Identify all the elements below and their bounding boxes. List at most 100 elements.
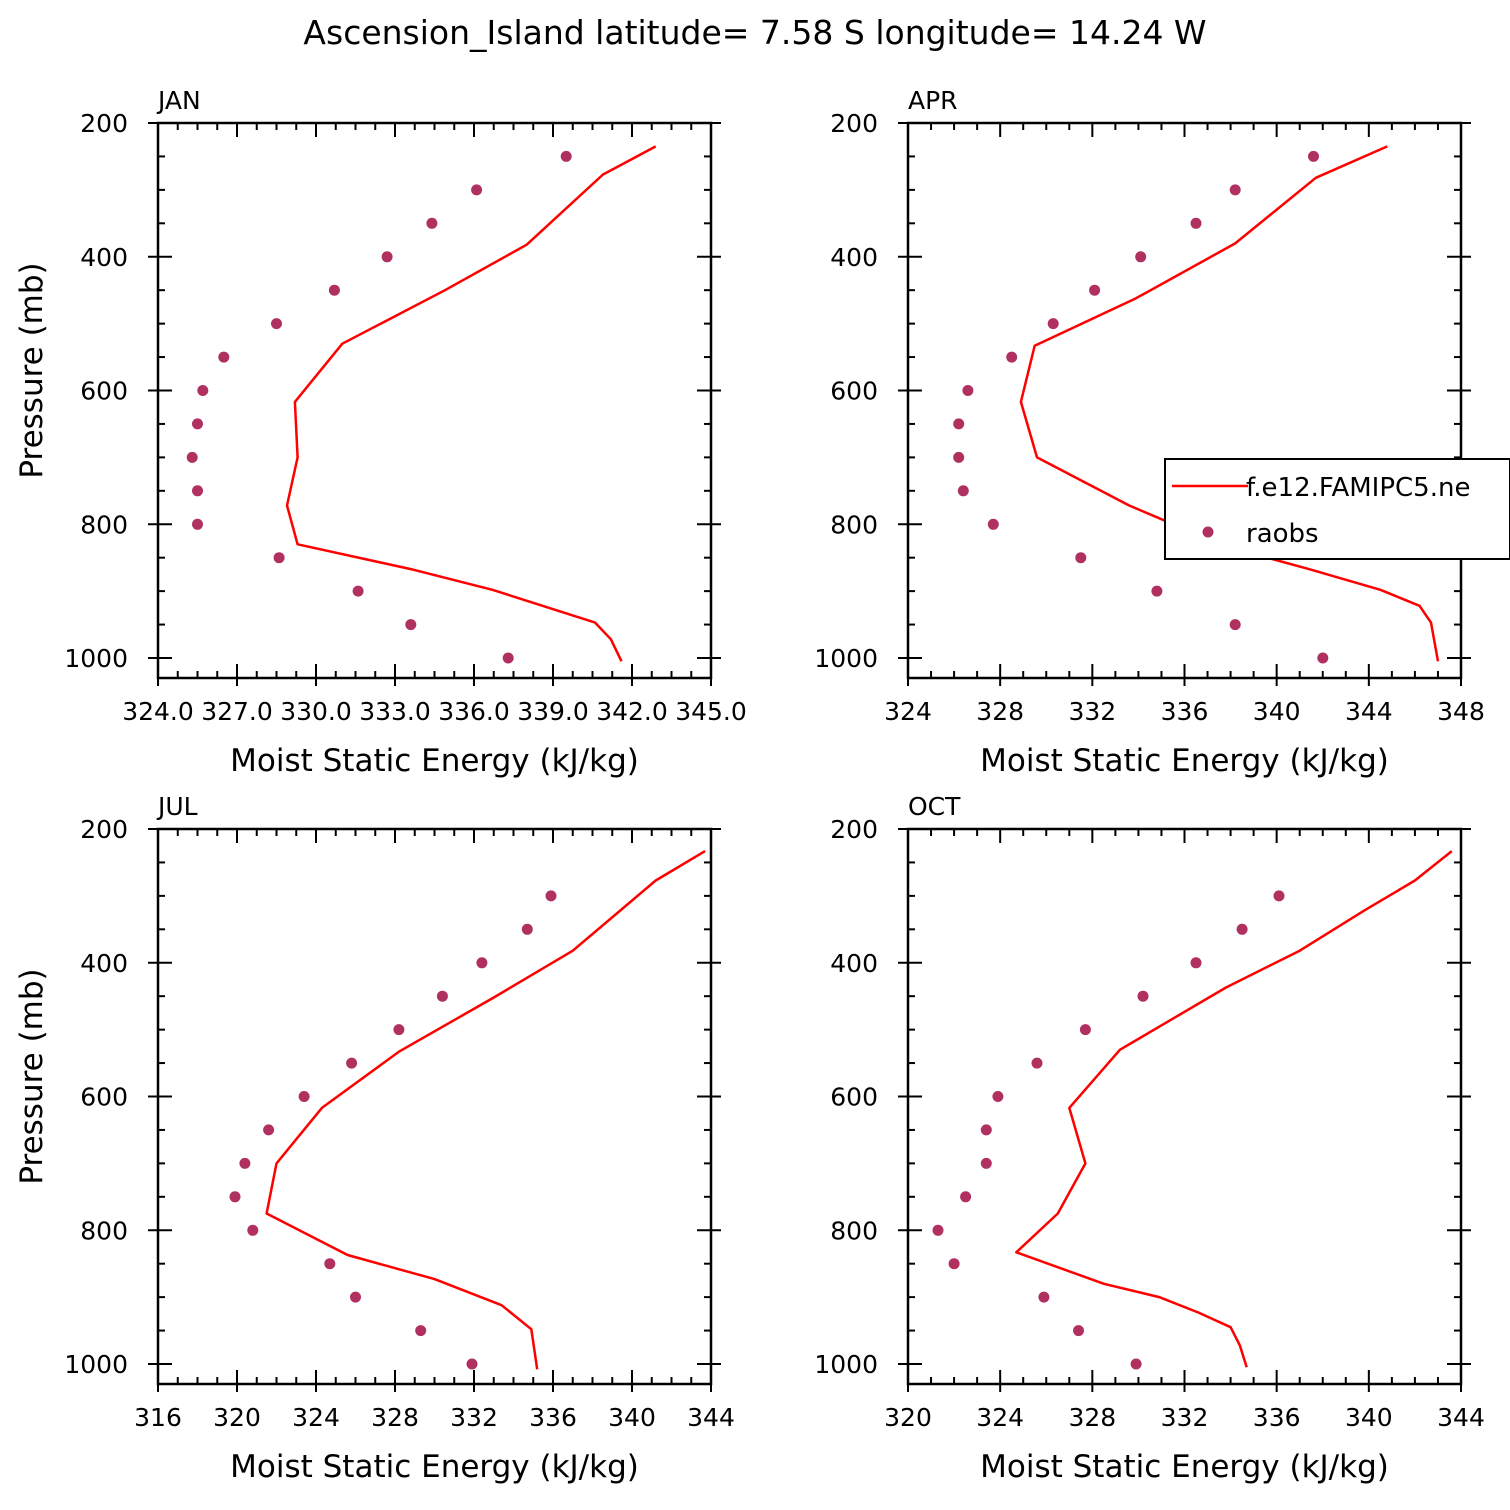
obs-point — [229, 1191, 241, 1203]
x-tick-label: 336.0 — [438, 697, 510, 726]
x-tick-label: 345.0 — [675, 697, 747, 726]
obs-point — [1236, 923, 1248, 935]
x-tick-label: 324 — [292, 1403, 340, 1432]
obs-point — [263, 1124, 275, 1136]
x-tick-label: 332 — [1161, 1403, 1209, 1432]
obs-point — [1130, 1358, 1142, 1370]
x-tick-label: 348 — [1437, 697, 1485, 726]
obs-point — [324, 1258, 336, 1270]
obs-point — [545, 890, 557, 902]
obs-point — [932, 1224, 944, 1236]
y-axis-title: Pressure (mb) — [14, 262, 50, 478]
legend-obs-marker — [1202, 526, 1214, 538]
obs-point — [1190, 957, 1202, 969]
y-tick-label: 800 — [830, 1216, 878, 1245]
y-tick-label: 800 — [80, 1216, 128, 1245]
x-tick-label: 339.0 — [517, 697, 589, 726]
x-tick-label: 320 — [884, 1403, 932, 1432]
obs-point — [273, 552, 285, 564]
y-tick-label: 400 — [80, 949, 128, 978]
legend: f.e12.FAMIPC5.ne raobs — [1164, 458, 1510, 560]
obs-point — [218, 351, 230, 363]
obs-point — [192, 418, 203, 430]
y-tick-label: 400 — [830, 949, 878, 978]
obs-point — [1079, 1024, 1091, 1036]
model-line-jan — [285, 145, 657, 662]
obs-point — [271, 318, 282, 330]
obs-point — [1075, 552, 1087, 564]
model-line-jul — [265, 850, 706, 1370]
y-tick-label: 400 — [830, 243, 878, 272]
x-tick-label: 336 — [1253, 1403, 1301, 1432]
obs-point — [350, 1291, 361, 1303]
obs-point — [987, 518, 999, 530]
x-tick-label: 324.0 — [122, 697, 194, 726]
y-tick-label: 800 — [80, 510, 128, 539]
panel-jul: JUL 316 320 324 328 332 336 340 344 200 400 600 800 1… — [14, 792, 735, 1485]
obs-point — [960, 1191, 972, 1203]
plot-frame-apr — [906, 121, 1463, 680]
panel-label-jan: JAN — [156, 86, 201, 115]
y-tick-label: 600 — [830, 1083, 878, 1112]
x-tick-label: 330.0 — [280, 697, 352, 726]
obs-point — [405, 619, 417, 631]
obs-point — [415, 1325, 427, 1337]
obs-point — [560, 150, 572, 162]
x-tick-label: 340 — [1253, 697, 1301, 726]
x-tick-label: 324 — [884, 697, 932, 726]
x-tick-label: 316 — [134, 1403, 182, 1432]
obs-point — [980, 1124, 992, 1136]
x-tick-label: 333.0 — [359, 697, 431, 726]
y-tick-label: 200 — [80, 109, 128, 138]
x-axis-title: Moist Static Energy (kJ/kg) — [980, 1449, 1389, 1485]
obs-point — [186, 451, 198, 463]
model-line-apr — [1019, 145, 1440, 662]
y-tick-label: 1000 — [64, 644, 128, 673]
obs-point — [502, 652, 514, 664]
obs-point — [957, 485, 969, 497]
model-line-oct — [1015, 850, 1453, 1368]
obs-point — [466, 1358, 478, 1370]
obs-point — [247, 1224, 259, 1236]
panel-apr: APR 324 328 332 336 340 344 348 200 400 600 800 1000… — [814, 86, 1484, 779]
obs-point — [953, 418, 965, 430]
obs-point — [1317, 652, 1329, 664]
y-tick-label: 1000 — [64, 1350, 128, 1379]
obs-point — [1308, 150, 1319, 162]
y-tick-label: 600 — [830, 377, 878, 406]
x-tick-label: 344 — [1437, 1403, 1485, 1432]
obs-point — [346, 1057, 358, 1069]
legend-obs-label: raobs — [1246, 519, 1319, 549]
obs-point — [197, 385, 209, 396]
obs-point — [1073, 1325, 1084, 1337]
y-tick-label: 400 — [80, 243, 128, 272]
obs-point — [953, 451, 965, 463]
x-axis-title: Moist Static Energy (kJ/kg) — [980, 743, 1389, 779]
x-tick-label: 336 — [1161, 697, 1209, 726]
obs-point — [1229, 619, 1241, 631]
obs-point — [1031, 1057, 1043, 1069]
plot-frame-jul — [156, 827, 713, 1386]
y-tick-label: 1000 — [814, 644, 878, 673]
obs-point — [1047, 318, 1059, 330]
x-tick-label: 340 — [1345, 1403, 1393, 1432]
obs-point — [426, 217, 438, 229]
obs-point — [476, 957, 488, 969]
x-tick-label: 320 — [213, 1403, 261, 1432]
obs-point — [1137, 990, 1149, 1002]
panel-label-oct: OCT — [908, 792, 961, 821]
obs-point — [962, 385, 974, 396]
obs-point — [992, 1091, 1004, 1102]
obs-point — [436, 990, 448, 1002]
panel-label-jul: JUL — [156, 792, 198, 821]
y-tick-label: 1000 — [814, 1350, 878, 1379]
obs-point — [980, 1157, 992, 1169]
obs-point — [471, 184, 483, 196]
panel-jan: JAN 324.0 327.0 330.0 333.0 336.0 339.0 342.0 34… — [14, 86, 747, 779]
x-tick-label: 336 — [529, 1403, 577, 1432]
y-tick-label: 600 — [80, 377, 128, 406]
x-tick-label: 344 — [687, 1403, 735, 1432]
legend-model-label: f.e12.FAMIPC5.ne — [1246, 473, 1470, 503]
obs-point — [192, 485, 203, 497]
